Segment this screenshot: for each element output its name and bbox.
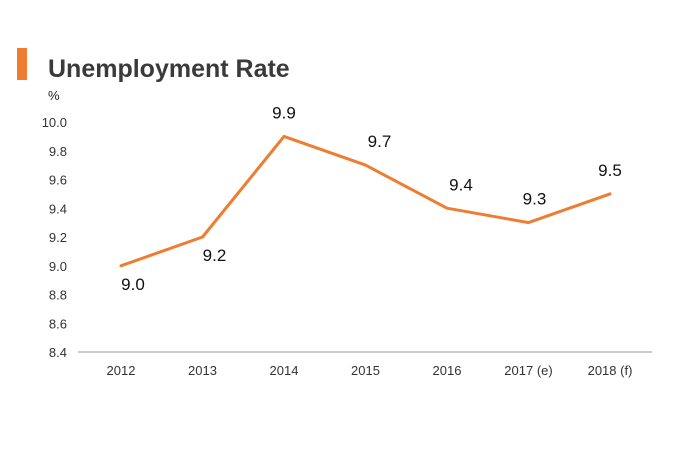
x-tick-label: 2012 [107,363,136,378]
data-label: 9.4 [449,175,473,194]
chart-title: Unemployment Rate [48,55,290,83]
x-tick-label: 2015 [351,363,380,378]
y-tick-label: 9.2 [49,230,67,245]
x-axis-ticks: 2012 2013 2014 2015 2016 2017 (e) 2018 (f) [107,363,633,378]
y-tick-label: 9.6 [49,173,67,188]
y-axis-unit-label: % [48,88,60,103]
data-label: 9.2 [203,246,227,265]
x-tick-label: 2013 [188,363,217,378]
x-tick-label: 2016 [433,363,462,378]
data-label: 9.3 [523,190,547,209]
y-tick-label: 8.8 [49,288,67,303]
y-tick-label: 9.8 [49,144,67,159]
data-label: 9.7 [368,132,392,151]
title-accent-bar [17,48,27,80]
data-labels: 9.0 9.2 9.9 9.7 9.4 9.3 9.5 [121,103,622,293]
data-label: 9.0 [121,275,145,294]
y-axis-ticks: 8.4 8.6 8.8 9.0 9.2 9.4 9.6 9.8 10.0 [42,115,67,360]
data-label: 9.5 [598,161,622,180]
series-line [119,134,612,268]
x-tick-label: 2014 [270,363,299,378]
y-tick-label: 8.4 [49,345,67,360]
x-tick-label: 2018 (f) [588,363,633,378]
y-tick-label: 9.0 [49,259,67,274]
data-label: 9.9 [272,103,296,122]
y-tick-label: 10.0 [42,115,67,130]
y-tick-label: 9.4 [49,201,67,216]
y-tick-label: 8.6 [49,316,67,331]
x-tick-label: 2017 (e) [504,363,552,378]
